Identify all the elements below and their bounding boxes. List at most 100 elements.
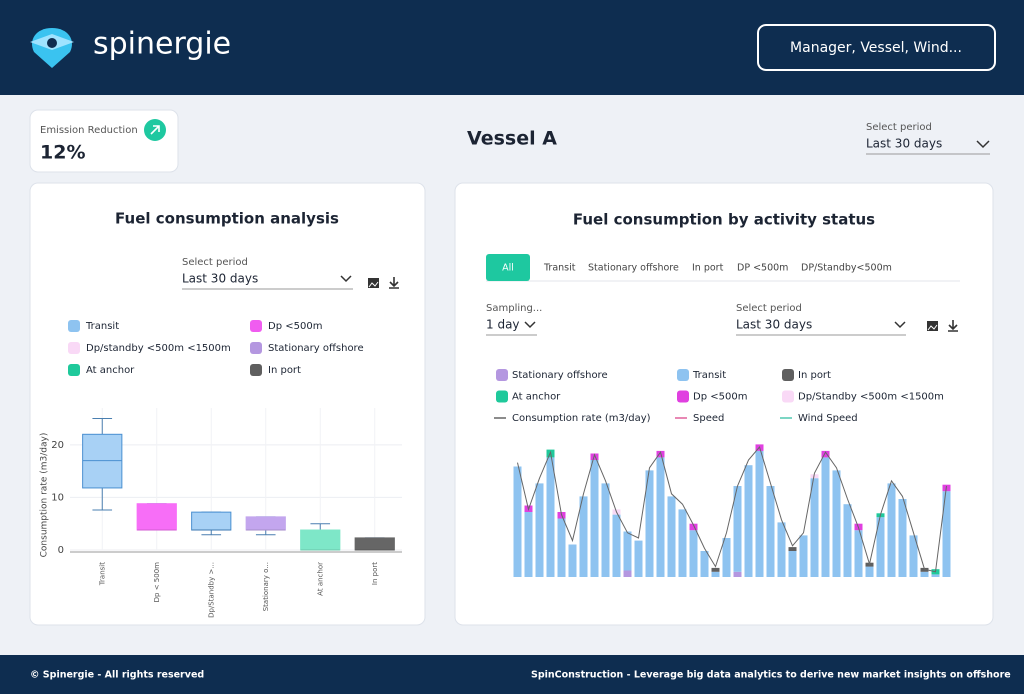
bar-segment — [821, 450, 830, 458]
filter-text[interactable]: Manager, Vessel, Wind... — [790, 40, 962, 56]
legend-swatch — [250, 364, 262, 376]
bar-segment — [887, 483, 896, 577]
bar-segment — [876, 517, 885, 577]
legend-label: In port — [798, 370, 831, 381]
bar-segment — [788, 551, 797, 577]
bar-segment — [766, 486, 775, 577]
legend-label: Dp <500m — [693, 392, 747, 403]
y-tick-label: 0 — [58, 545, 64, 556]
bar-segment — [590, 453, 599, 460]
legend-label: Dp <500m — [268, 321, 322, 332]
bar-segment — [623, 570, 632, 577]
legend-label: Transit — [692, 370, 726, 381]
bar-segment — [788, 547, 797, 551]
y-tick-label: 20 — [51, 440, 64, 451]
bar-segment — [920, 571, 929, 577]
brand: spinergie — [93, 27, 231, 62]
legend-label: Speed — [693, 413, 724, 424]
box — [82, 433, 123, 489]
legend-swatch — [250, 320, 262, 332]
x-tick-label: At anchor — [316, 562, 324, 596]
footer-right: SpinConstruction - Leverage big data ana… — [531, 670, 1011, 681]
x-tick-label: Transit — [98, 562, 106, 586]
legend-swatch — [496, 369, 508, 381]
tab[interactable]: In port — [692, 263, 724, 274]
filter-button[interactable] — [757, 24, 996, 71]
bar-segment — [524, 512, 533, 577]
y-axis-label: Consumption rate (m3/day) — [40, 433, 50, 558]
bar-segment — [744, 465, 753, 577]
tab[interactable]: All — [502, 263, 514, 274]
tab[interactable]: Transit — [543, 263, 576, 274]
chevron[interactable] — [894, 321, 906, 329]
right-select-value[interactable]: Last 30 days — [736, 318, 812, 332]
bar-segment — [689, 523, 698, 531]
kpi-label: Emission Reduction — [40, 125, 138, 136]
line-series — [517, 445, 947, 573]
bar-segment — [810, 474, 819, 479]
bar-segment — [634, 540, 643, 577]
legend-swatch — [68, 364, 80, 376]
legend-swatch — [68, 342, 80, 354]
right-title: Fuel consumption by activity status — [573, 211, 875, 229]
legend-swatch — [677, 390, 689, 403]
image-icon[interactable] — [368, 278, 379, 288]
x-tick-label: Dp < 500m — [153, 562, 161, 603]
left-select-value[interactable]: Last 30 days — [182, 272, 258, 286]
bar-segment — [909, 535, 918, 577]
bar-segment — [832, 470, 841, 577]
bar-segment — [645, 470, 654, 577]
bar-segment — [557, 518, 566, 577]
vessel-title: Vessel A — [467, 128, 557, 150]
tab[interactable]: DP <500m — [737, 263, 788, 274]
legend-label: At anchor — [512, 392, 561, 403]
right-select-label: Select period — [736, 303, 802, 314]
period-label: Select period — [866, 122, 932, 133]
box — [300, 529, 341, 551]
download-icon[interactable] — [948, 320, 958, 332]
bar-segment — [546, 457, 555, 577]
right-panel — [454, 182, 994, 626]
bar-segment — [711, 567, 720, 572]
legend-label: Consumption rate (m3/day) — [512, 413, 651, 424]
tab[interactable]: DP/Standby<500m — [801, 263, 892, 274]
bar-segment — [700, 551, 709, 577]
footer-left: © Spinergie - All rights reserved — [30, 670, 204, 681]
bar-segment — [689, 530, 698, 577]
legend-label: At anchor — [86, 365, 135, 376]
bar-segment — [722, 538, 731, 577]
box — [191, 511, 232, 531]
left-panel — [29, 182, 426, 626]
chevron[interactable] — [524, 321, 536, 329]
box — [136, 503, 177, 531]
chevron[interactable] — [340, 275, 352, 283]
bar-segment — [579, 496, 588, 577]
legend-label: Dp/standby <500m <1500m — [86, 343, 231, 354]
bar-segment — [733, 571, 742, 577]
bar-segment — [667, 496, 676, 577]
box — [354, 537, 395, 551]
legend-swatch — [677, 369, 689, 381]
tab-active[interactable] — [486, 254, 530, 281]
sampling-value[interactable]: 1 day — [486, 318, 520, 332]
download-icon[interactable] — [389, 277, 399, 289]
y-tick-label: 10 — [51, 492, 64, 503]
bar-segment — [898, 499, 907, 577]
legend-swatch — [782, 369, 794, 381]
image-icon[interactable] — [927, 321, 938, 331]
bar-segment — [810, 478, 819, 577]
bar-segment — [513, 466, 522, 577]
tab[interactable]: Stationary offshore — [588, 263, 679, 274]
period-value[interactable]: Last 30 days — [866, 137, 942, 151]
bar-segment — [623, 531, 632, 571]
left-title: Fuel consumption analysis — [115, 210, 339, 228]
legend-label: Dp/Standby <500m <1500m — [798, 392, 944, 403]
legend-label: Transit — [85, 321, 119, 332]
chevron[interactable] — [976, 140, 990, 149]
bar-segment — [755, 450, 764, 577]
bar-segment — [799, 535, 808, 577]
bar-segment — [601, 483, 610, 577]
logo — [30, 28, 74, 68]
legend-swatch — [68, 320, 80, 332]
